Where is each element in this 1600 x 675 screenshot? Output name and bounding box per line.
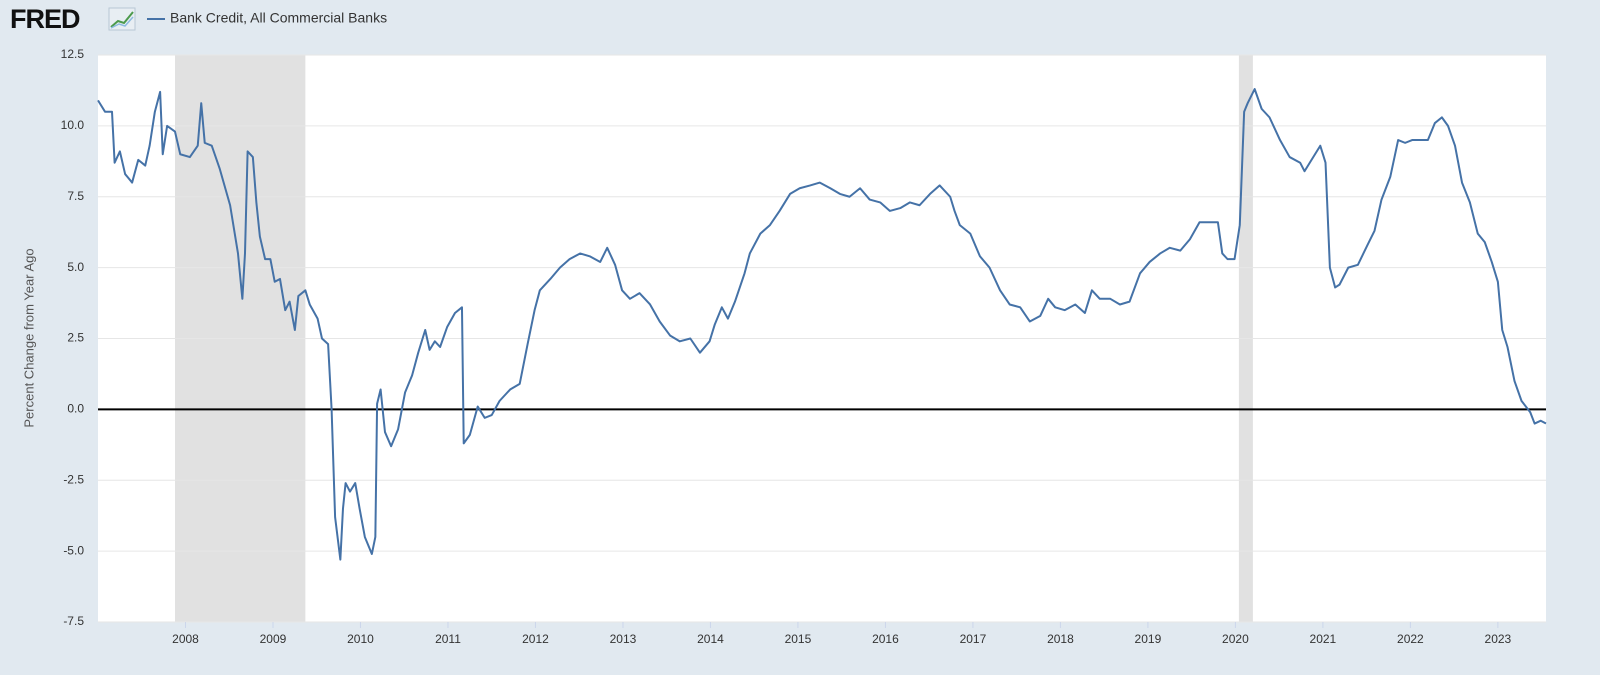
y-tick-label: 2.5: [67, 331, 84, 345]
y-tick-label: 0.0: [67, 402, 84, 416]
y-tick-label: -7.5: [63, 614, 84, 628]
legend-label: Bank Credit, All Commercial Banks: [170, 10, 387, 26]
x-tick-label: 2023: [1485, 632, 1512, 646]
x-tick-label: 2016: [872, 632, 899, 646]
y-tick-label: -5.0: [63, 543, 84, 557]
x-tick-label: 2009: [260, 632, 287, 646]
x-tick-label: 2021: [1310, 632, 1337, 646]
x-tick-label: 2020: [1222, 632, 1249, 646]
y-axis-label: Percent Change from Year Ago: [21, 248, 36, 427]
y-tick-label: -2.5: [63, 472, 84, 486]
x-tick-label: 2015: [785, 632, 812, 646]
x-tick-label: 2014: [697, 632, 724, 646]
x-tick-label: 2011: [435, 632, 461, 646]
y-tick-label: 12.5: [61, 47, 85, 61]
series-line: [97, 88, 1547, 561]
x-tick-label: 2022: [1397, 632, 1424, 646]
x-tick-label: 2010: [347, 632, 374, 646]
x-tick-label: 2012: [522, 632, 549, 646]
x-tick-label: 2017: [960, 632, 987, 646]
x-tick-label: 2018: [1047, 632, 1074, 646]
y-tick-label: 10.0: [61, 118, 85, 132]
logo: FRED: [10, 4, 80, 34]
x-tick-label: 2008: [172, 632, 199, 646]
x-tick-label: 2019: [1135, 632, 1162, 646]
y-tick-label: 5.0: [67, 260, 84, 274]
y-tick-label: 7.5: [67, 189, 84, 203]
logo-icon: [108, 7, 136, 31]
x-tick-label: 2013: [610, 632, 637, 646]
